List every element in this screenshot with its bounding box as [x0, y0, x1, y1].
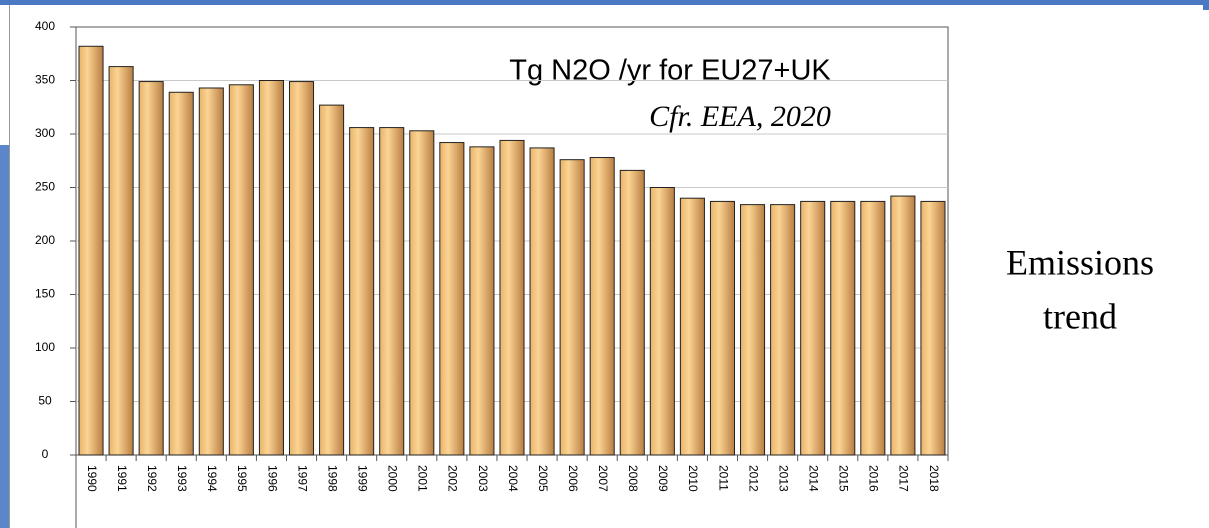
annotation: trend	[1043, 296, 1117, 336]
bar	[168, 91, 194, 456]
x-tick-label: 2001	[416, 465, 430, 492]
x-tick-label: 2003	[476, 465, 490, 492]
bar	[288, 81, 315, 456]
corner	[1203, 0, 1209, 10]
x-tick-label: 2008	[626, 465, 640, 492]
x-tick-label: 1991	[115, 465, 129, 492]
y-tick-label: 300	[35, 126, 55, 140]
y-tick-label: 200	[35, 233, 55, 247]
bar	[78, 45, 104, 456]
x-tick-label: 1994	[205, 465, 219, 492]
top-border	[0, 0, 1209, 5]
chart-subtitle: Cfr. EEA, 2020	[649, 100, 831, 133]
x-tick-label: 2011	[716, 465, 730, 491]
bar	[108, 66, 134, 456]
bar	[379, 127, 405, 456]
x-tick-label: 1990	[85, 465, 99, 492]
x-tick-label: 2012	[746, 465, 760, 492]
bar	[499, 139, 525, 456]
x-tick-label: 2015	[837, 465, 851, 492]
bar	[860, 200, 886, 456]
bar	[228, 84, 254, 456]
bar	[138, 81, 164, 456]
annotation: Emissions	[1006, 242, 1154, 282]
y-tick-label: 50	[38, 394, 52, 408]
bar	[529, 147, 555, 456]
bar	[198, 87, 224, 456]
bar	[709, 200, 736, 456]
bar	[740, 204, 766, 456]
x-tick-label: 2002	[446, 465, 460, 492]
x-tick-label: 2004	[506, 465, 520, 492]
y-tick-label: 400	[35, 19, 55, 33]
x-tick-label: 2010	[686, 465, 700, 492]
bar	[619, 169, 645, 456]
bar	[349, 127, 375, 456]
y-tick-label: 0	[42, 447, 49, 461]
bar	[589, 157, 615, 456]
x-tick-label: 2018	[927, 465, 941, 492]
bar	[920, 200, 946, 456]
x-tick-label: 2007	[596, 465, 610, 492]
y-tick-label: 250	[35, 180, 55, 194]
bar	[800, 200, 826, 456]
bar	[439, 142, 465, 456]
x-tick-label: 2013	[776, 465, 790, 492]
bar	[649, 187, 675, 456]
y-tick-label: 150	[35, 287, 55, 301]
x-tick-label: 2000	[386, 465, 400, 492]
x-tick-label: 2014	[807, 465, 821, 492]
x-tick-label: 2009	[656, 465, 670, 492]
bar	[258, 80, 284, 456]
x-tick-label: 2017	[897, 465, 911, 492]
x-tick-label: 2005	[536, 465, 550, 492]
x-tick-label: 1992	[145, 465, 159, 492]
x-tick-label: 1995	[235, 465, 249, 492]
x-tick-label: 1993	[175, 465, 189, 492]
frame-edge	[9, 5, 10, 528]
bar	[409, 130, 435, 456]
x-tick-label: 1998	[325, 465, 339, 492]
bar	[890, 195, 916, 456]
bar	[319, 104, 345, 456]
bar	[469, 146, 495, 456]
chart-title: Tg N2O /yr for EU27+UK	[509, 55, 831, 87]
bar	[770, 204, 796, 456]
x-tick-label: 1999	[355, 465, 369, 492]
x-tick-label: 1996	[265, 465, 279, 492]
x-tick-label: 1997	[295, 465, 309, 492]
left-stripe	[0, 145, 9, 528]
y-tick-label: 100	[35, 340, 55, 354]
bar	[679, 197, 705, 456]
bar	[559, 159, 585, 456]
x-tick-label: 2016	[867, 465, 881, 492]
x-tick-label: 2006	[566, 465, 580, 492]
y-tick-label: 350	[35, 73, 55, 87]
bar	[830, 200, 856, 456]
